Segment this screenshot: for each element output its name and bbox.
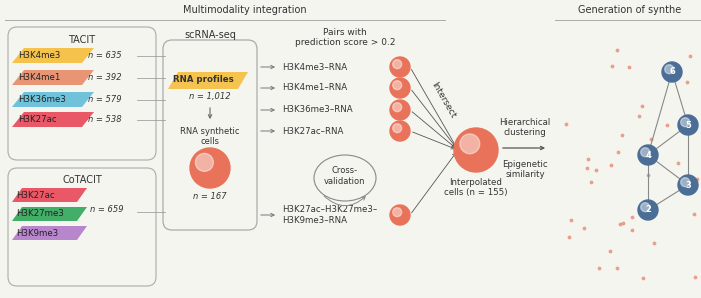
Circle shape: [641, 203, 650, 212]
Polygon shape: [12, 226, 87, 240]
Circle shape: [393, 103, 402, 112]
Text: 6: 6: [669, 68, 675, 77]
Circle shape: [390, 121, 410, 141]
Circle shape: [665, 65, 674, 74]
Circle shape: [393, 81, 402, 90]
Text: H3K9me3: H3K9me3: [16, 229, 58, 238]
Polygon shape: [168, 72, 248, 89]
Text: 4: 4: [645, 150, 651, 159]
Circle shape: [390, 205, 410, 225]
Text: Pairs with
prediction score > 0.2: Pairs with prediction score > 0.2: [294, 28, 395, 47]
Text: H3K27ac: H3K27ac: [16, 190, 55, 199]
Text: H3K4me1: H3K4me1: [18, 73, 60, 82]
Text: 3: 3: [685, 181, 691, 190]
Circle shape: [454, 128, 498, 172]
FancyArrowPatch shape: [324, 196, 365, 206]
Text: scRNA-seq: scRNA-seq: [184, 30, 236, 40]
Text: n = 167: n = 167: [193, 192, 227, 201]
Text: H3K27ac–RNA: H3K27ac–RNA: [282, 126, 343, 136]
Polygon shape: [12, 48, 94, 63]
Circle shape: [390, 78, 410, 98]
Text: H3K4me1–RNA: H3K4me1–RNA: [282, 83, 347, 92]
Text: H3K4me3: H3K4me3: [18, 51, 60, 60]
Polygon shape: [12, 92, 94, 107]
Polygon shape: [12, 207, 87, 221]
Polygon shape: [12, 70, 94, 85]
Circle shape: [393, 124, 402, 133]
Polygon shape: [12, 112, 94, 127]
Circle shape: [460, 134, 479, 154]
Text: RNA profiles: RNA profiles: [172, 75, 233, 85]
Circle shape: [390, 100, 410, 120]
Text: n = 579: n = 579: [88, 95, 122, 104]
Text: CoTACIT: CoTACIT: [62, 175, 102, 185]
Circle shape: [393, 208, 402, 217]
Text: Generation of synthe: Generation of synthe: [578, 5, 681, 15]
Circle shape: [196, 153, 213, 171]
Text: Interpolated
cells (n = 155): Interpolated cells (n = 155): [444, 178, 508, 197]
Text: n = 659: n = 659: [90, 206, 123, 215]
Text: H3K36me3–RNA: H3K36me3–RNA: [282, 105, 353, 114]
Text: 2: 2: [645, 206, 651, 215]
Text: n = 392: n = 392: [88, 73, 122, 82]
Polygon shape: [12, 188, 87, 202]
Circle shape: [393, 60, 402, 69]
Text: Intersect: Intersect: [429, 80, 457, 120]
Circle shape: [190, 148, 230, 188]
Circle shape: [678, 115, 698, 135]
Text: Epigenetic
similarity: Epigenetic similarity: [502, 160, 547, 179]
Text: n = 635: n = 635: [88, 51, 122, 60]
Text: Cross-
validation: Cross- validation: [325, 166, 366, 186]
Text: Multimodality integration: Multimodality integration: [183, 5, 307, 15]
Text: H3K27ac–H3K27me3–
H3K9me3–RNA: H3K27ac–H3K27me3– H3K9me3–RNA: [282, 205, 377, 225]
Circle shape: [678, 175, 698, 195]
Circle shape: [681, 118, 690, 127]
Circle shape: [662, 62, 682, 82]
Circle shape: [641, 148, 650, 157]
Text: H3K36me3: H3K36me3: [18, 95, 66, 104]
Text: H3K4me3–RNA: H3K4me3–RNA: [282, 63, 347, 72]
Circle shape: [681, 178, 690, 187]
Circle shape: [390, 57, 410, 77]
Text: TACIT: TACIT: [69, 35, 95, 45]
Text: RNA synthetic
cells: RNA synthetic cells: [180, 127, 240, 146]
Text: n = 1,012: n = 1,012: [189, 91, 231, 100]
Text: n = 538: n = 538: [88, 115, 122, 124]
Text: 5: 5: [685, 120, 691, 130]
Text: H3K27me3: H3K27me3: [16, 209, 64, 218]
Text: H3K27ac: H3K27ac: [18, 115, 57, 124]
Text: Hierarchical
clustering: Hierarchical clustering: [499, 118, 550, 137]
Circle shape: [638, 200, 658, 220]
Circle shape: [638, 145, 658, 165]
